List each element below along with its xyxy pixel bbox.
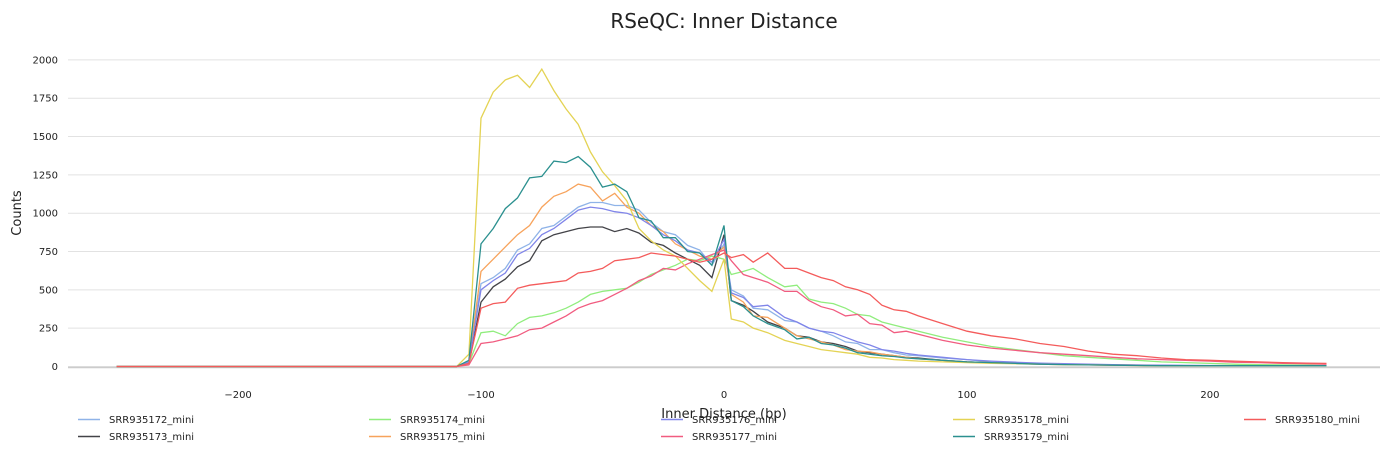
legend-label: SRR935180_mini bbox=[1275, 415, 1360, 426]
y-tick-label: 750 bbox=[39, 247, 58, 258]
y-tick-label: 1750 bbox=[33, 94, 58, 105]
x-tick-label: 200 bbox=[1200, 390, 1219, 401]
legend-label: SRR935177_mini bbox=[692, 432, 777, 443]
legend-item[interactable]: SRR935175_mini bbox=[369, 432, 485, 443]
x-tick-label: 0 bbox=[721, 390, 727, 401]
legend-item[interactable]: SRR935179_mini bbox=[953, 432, 1069, 443]
legend-item[interactable]: SRR935180_mini bbox=[1244, 415, 1360, 426]
y-tick-label: 250 bbox=[39, 324, 58, 335]
legend-item[interactable]: SRR935178_mini bbox=[953, 415, 1069, 426]
legend-item[interactable]: SRR935177_mini bbox=[661, 432, 777, 443]
legend-label: SRR935174_mini bbox=[400, 415, 485, 426]
chart-title: RSeQC: Inner Distance bbox=[610, 9, 837, 33]
x-tick-label: 100 bbox=[957, 390, 976, 401]
series-line-SRR935175_mini bbox=[116, 183, 1327, 368]
legend-label: SRR935176_mini bbox=[692, 415, 777, 426]
series-line-SRR935176_mini bbox=[116, 206, 1327, 368]
y-tick-label: 0 bbox=[52, 362, 58, 373]
y-tick-label: 1250 bbox=[33, 170, 58, 181]
legend-item[interactable]: SRR935176_mini bbox=[661, 415, 777, 426]
series-line-SRR935177_mini bbox=[116, 249, 1327, 368]
series-lines bbox=[116, 67, 1327, 368]
x-tick-label: −200 bbox=[224, 390, 251, 401]
series-line-SRR935179_mini bbox=[116, 155, 1327, 368]
y-tick-label: 2000 bbox=[33, 55, 58, 66]
y-tick-label: 1000 bbox=[33, 209, 58, 220]
series-line-SRR935174_mini bbox=[116, 255, 1327, 368]
legend-label: SRR935172_mini bbox=[109, 415, 194, 426]
legend-label: SRR935178_mini bbox=[984, 415, 1069, 426]
legend: SRR935172_mini SRR935173_mini SRR935174_mi… bbox=[78, 415, 1360, 443]
series-line-SRR935180_mini bbox=[116, 252, 1327, 368]
series-line-SRR935172_mini bbox=[116, 201, 1327, 368]
x-axis-label: Inner Distance (bp) bbox=[661, 407, 786, 422]
y-axis-label: Counts bbox=[10, 190, 25, 236]
x-tick-label: −100 bbox=[467, 390, 494, 401]
y-tick-labels: 0 250 500 750 1000 1250 1500 1750 2000 bbox=[33, 55, 58, 373]
y-tick-label: 500 bbox=[39, 285, 58, 296]
x-tick-labels: −200 −100 0 100 200 bbox=[224, 390, 1219, 401]
y-tick-label: 1500 bbox=[33, 132, 58, 143]
series-line-SRR935178_mini bbox=[116, 67, 1327, 368]
legend-label: SRR935175_mini bbox=[400, 432, 485, 443]
legend-item[interactable]: SRR935173_mini bbox=[78, 432, 194, 443]
gridlines bbox=[68, 59, 1380, 369]
legend-label: SRR935179_mini bbox=[984, 432, 1069, 443]
legend-item[interactable]: SRR935172_mini bbox=[78, 415, 194, 426]
legend-item[interactable]: SRR935174_mini bbox=[369, 415, 485, 426]
legend-label: SRR935173_mini bbox=[109, 432, 194, 443]
